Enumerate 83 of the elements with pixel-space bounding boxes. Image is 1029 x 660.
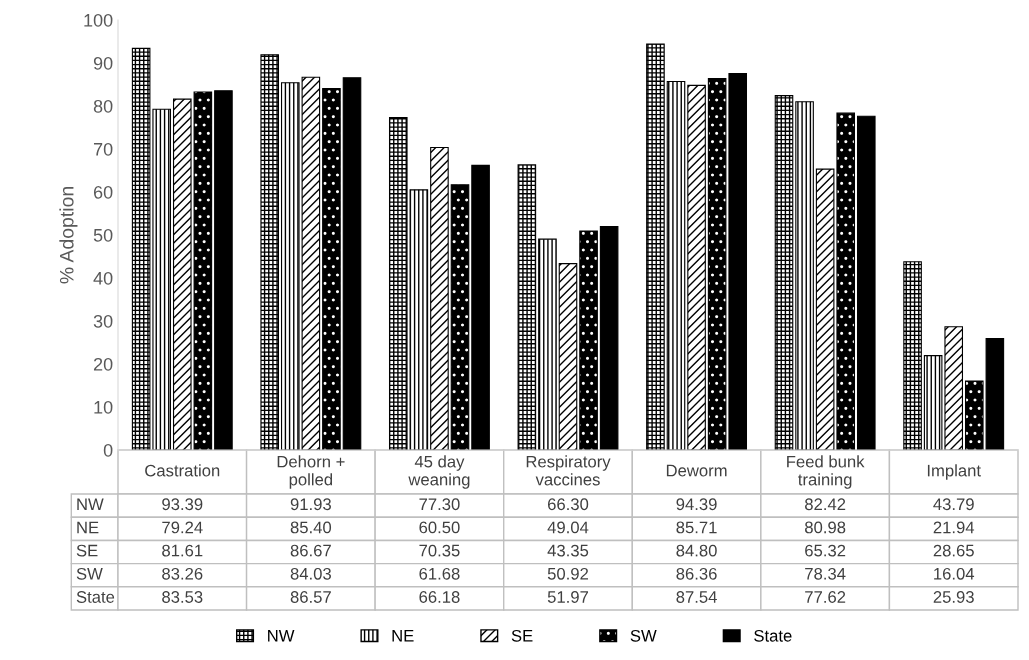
data-label: 65.32 bbox=[805, 544, 846, 557]
data-label: 81.61 bbox=[162, 544, 203, 557]
bar bbox=[558, 263, 578, 450]
data-label: 91.93 bbox=[290, 498, 331, 511]
data-label: 86.57 bbox=[290, 591, 331, 603]
data-label: 50.92 bbox=[547, 567, 589, 580]
data-label: 93.39 bbox=[162, 498, 203, 511]
data-label: 86.67 bbox=[290, 544, 331, 557]
y-tick-label: 10 bbox=[94, 400, 113, 414]
data-label: 61.68 bbox=[419, 567, 460, 580]
x-tick-label: Respiratory vaccines bbox=[526, 455, 611, 486]
y-tick-label: 70 bbox=[93, 142, 113, 156]
data-label: 84.80 bbox=[676, 544, 717, 557]
x-tick-label: Dehorn + polled bbox=[277, 455, 345, 489]
legend-label: SE bbox=[511, 629, 533, 642]
legend-label: NE bbox=[392, 630, 414, 642]
legend-label: SW bbox=[630, 629, 657, 642]
data-label: 82.42 bbox=[805, 498, 846, 511]
data-label: 77.62 bbox=[805, 591, 846, 603]
data-label: 86.36 bbox=[676, 567, 717, 580]
data-label: 87.54 bbox=[676, 591, 717, 603]
text: NE bbox=[77, 521, 99, 534]
bar bbox=[903, 261, 922, 450]
bar bbox=[517, 164, 537, 450]
bar bbox=[450, 184, 470, 450]
bar bbox=[538, 238, 557, 450]
y-tick-label: 20 bbox=[93, 357, 113, 371]
y-tick-label: 40 bbox=[93, 271, 113, 285]
y-tick-label: 100 bbox=[84, 13, 113, 27]
data-label: 16.04 bbox=[934, 567, 975, 580]
y-axis-title: % Adoption bbox=[59, 187, 78, 284]
data-label: 78.34 bbox=[805, 567, 846, 580]
bar bbox=[856, 115, 876, 450]
data-label: 77.30 bbox=[419, 498, 460, 511]
text: State bbox=[76, 591, 115, 603]
bar bbox=[214, 90, 233, 450]
bar bbox=[342, 77, 362, 450]
text: NW bbox=[77, 498, 104, 510]
y-tick-label: 90 bbox=[93, 56, 113, 70]
x-tick-label: Feed bunk training bbox=[787, 455, 865, 489]
text: SW bbox=[76, 567, 103, 580]
bar bbox=[666, 80, 686, 450]
y-tick-label: 60 bbox=[93, 185, 113, 199]
data-label: 79.24 bbox=[162, 521, 203, 534]
legend-label: State bbox=[754, 629, 792, 642]
data-label: 83.26 bbox=[162, 567, 203, 580]
bar bbox=[795, 101, 814, 450]
x-tick-label: Castration bbox=[145, 464, 220, 477]
x-tick-label: Implant bbox=[927, 464, 981, 480]
bar bbox=[646, 43, 665, 450]
data-label: 49.04 bbox=[547, 521, 589, 534]
data-label: 25.93 bbox=[933, 591, 974, 603]
bar bbox=[471, 164, 490, 450]
bar bbox=[579, 230, 598, 450]
y-tick-label: 50 bbox=[93, 228, 113, 242]
x-tick-label: 45 day weaning bbox=[408, 455, 470, 489]
data-label: 66.18 bbox=[419, 591, 460, 603]
data-label: 80.98 bbox=[805, 521, 846, 534]
data-label: 66.30 bbox=[547, 498, 589, 511]
y-tick-label: 30 bbox=[93, 314, 113, 328]
data-label: 60.50 bbox=[419, 521, 460, 534]
data-label: 70.35 bbox=[419, 544, 460, 557]
data-label: 43.79 bbox=[933, 498, 974, 511]
bar bbox=[687, 84, 706, 450]
data-label: 21.94 bbox=[933, 521, 975, 534]
bar bbox=[599, 225, 619, 450]
bar bbox=[260, 54, 280, 450]
data-label: 85.40 bbox=[290, 521, 332, 534]
text: SE bbox=[76, 544, 98, 557]
x-tick-label: Deworm bbox=[666, 464, 727, 477]
bar bbox=[774, 95, 794, 450]
y-tick-label: 0 bbox=[103, 443, 113, 457]
data-label: 51.97 bbox=[547, 591, 589, 603]
y-tick-label: 80 bbox=[93, 99, 113, 113]
data-label: 83.53 bbox=[162, 591, 203, 603]
data-label: 43.35 bbox=[547, 544, 589, 557]
bar bbox=[430, 146, 449, 450]
legend-label: NW bbox=[268, 630, 295, 642]
data-label: 85.71 bbox=[676, 521, 717, 534]
data-label: 94.39 bbox=[676, 498, 717, 511]
data-label: 84.03 bbox=[290, 567, 331, 580]
bar bbox=[322, 88, 341, 450]
data-label: 28.65 bbox=[933, 544, 974, 557]
